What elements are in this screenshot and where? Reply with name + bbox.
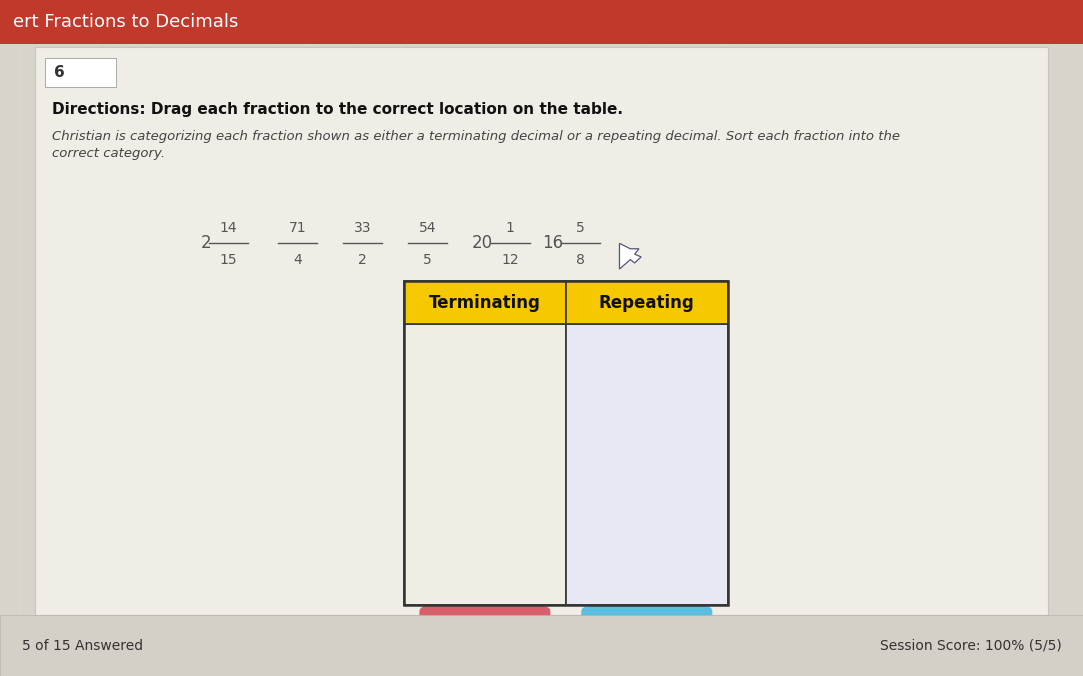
FancyBboxPatch shape [404, 281, 565, 324]
Text: 54: 54 [419, 221, 436, 235]
FancyBboxPatch shape [582, 606, 713, 654]
Text: 33: 33 [354, 221, 371, 235]
Text: 20: 20 [471, 235, 493, 252]
Text: Submit: Submit [613, 620, 680, 637]
FancyBboxPatch shape [565, 281, 728, 324]
Text: ert Fractions to Decimals: ert Fractions to Decimals [13, 13, 238, 30]
Text: 14: 14 [220, 221, 237, 235]
Text: Reset: Reset [458, 620, 511, 637]
Text: 12: 12 [501, 253, 519, 266]
Text: Terminating: Terminating [429, 293, 540, 312]
Text: 2: 2 [358, 253, 367, 266]
Text: 5: 5 [576, 221, 585, 235]
Text: 6: 6 [54, 65, 65, 80]
Text: 4: 4 [293, 253, 302, 266]
FancyBboxPatch shape [0, 615, 1083, 676]
Text: 15: 15 [220, 253, 237, 266]
FancyBboxPatch shape [404, 324, 565, 605]
Text: Session Score: 100% (5/5): Session Score: 100% (5/5) [879, 639, 1061, 652]
FancyBboxPatch shape [419, 606, 550, 654]
Text: 16: 16 [542, 235, 563, 252]
FancyBboxPatch shape [565, 324, 728, 605]
Text: 8: 8 [576, 253, 585, 266]
Text: 5 of 15 Answered: 5 of 15 Answered [22, 639, 143, 652]
FancyBboxPatch shape [45, 58, 116, 87]
Text: Repeating: Repeating [599, 293, 694, 312]
Text: 71: 71 [289, 221, 306, 235]
Text: correct category.: correct category. [52, 147, 165, 160]
Text: Christian is categorizing each fraction shown as either a terminating decimal or: Christian is categorizing each fraction … [52, 130, 900, 143]
Text: 1: 1 [506, 221, 514, 235]
Text: 2: 2 [200, 235, 211, 252]
FancyBboxPatch shape [35, 47, 1048, 615]
FancyBboxPatch shape [0, 0, 1083, 44]
Text: 5: 5 [423, 253, 432, 266]
Polygon shape [619, 243, 641, 269]
Text: Directions: Drag each fraction to the correct location on the table.: Directions: Drag each fraction to the co… [52, 102, 623, 117]
